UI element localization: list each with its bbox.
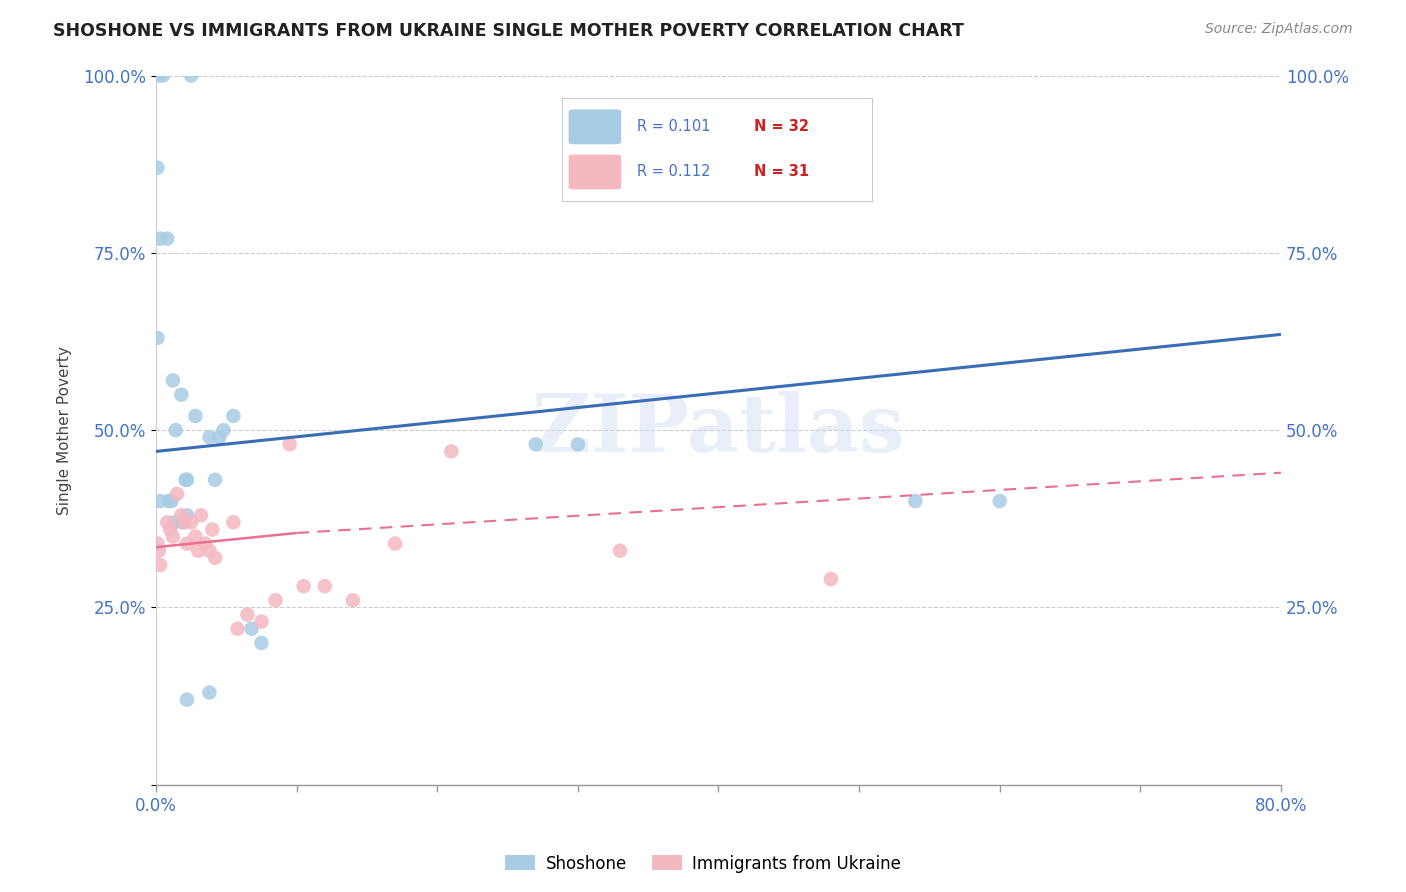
Point xyxy=(180,69,202,83)
Point xyxy=(201,523,224,537)
Text: R = 0.101: R = 0.101 xyxy=(637,120,710,135)
Point xyxy=(165,423,187,437)
Point xyxy=(176,536,198,550)
Point xyxy=(172,516,194,530)
Text: R = 0.112: R = 0.112 xyxy=(637,164,710,179)
Point xyxy=(384,536,406,550)
Point xyxy=(173,516,195,530)
Point xyxy=(250,615,273,629)
Point xyxy=(222,516,245,530)
Point xyxy=(278,437,301,451)
Point xyxy=(904,494,927,508)
Point xyxy=(176,508,198,523)
Point xyxy=(149,558,172,572)
Legend: Shoshone, Immigrants from Ukraine: Shoshone, Immigrants from Ukraine xyxy=(499,848,907,880)
Point xyxy=(176,692,198,706)
Point xyxy=(236,607,259,622)
Point xyxy=(148,543,170,558)
Point xyxy=(204,473,226,487)
Point xyxy=(222,409,245,423)
Point xyxy=(184,529,207,543)
Point xyxy=(212,423,235,437)
Point xyxy=(198,543,221,558)
Point xyxy=(170,387,193,401)
Point xyxy=(156,516,179,530)
Point xyxy=(292,579,315,593)
FancyBboxPatch shape xyxy=(568,110,621,145)
Point xyxy=(166,487,188,501)
Point xyxy=(194,536,217,550)
Point xyxy=(342,593,364,607)
Point xyxy=(609,543,631,558)
Point xyxy=(198,685,221,699)
Point xyxy=(988,494,1011,508)
Point xyxy=(157,494,180,508)
Point xyxy=(226,622,249,636)
Point xyxy=(146,536,169,550)
FancyBboxPatch shape xyxy=(568,154,621,189)
Text: N = 32: N = 32 xyxy=(754,120,810,135)
Point xyxy=(148,69,170,83)
Point xyxy=(314,579,336,593)
Point xyxy=(820,572,842,586)
Point xyxy=(156,232,179,246)
Point xyxy=(174,473,197,487)
Point xyxy=(440,444,463,458)
Point xyxy=(149,494,172,508)
Point xyxy=(264,593,287,607)
Point xyxy=(163,516,186,530)
Point xyxy=(162,374,184,388)
Point xyxy=(170,508,193,523)
Text: N = 31: N = 31 xyxy=(754,164,810,179)
Y-axis label: Single Mother Poverty: Single Mother Poverty xyxy=(58,346,72,515)
Point xyxy=(159,523,181,537)
Point xyxy=(180,516,202,530)
Point xyxy=(250,636,273,650)
Text: ZIPatlas: ZIPatlas xyxy=(533,391,904,469)
Point xyxy=(567,437,589,451)
Point xyxy=(204,550,226,565)
Point xyxy=(162,529,184,543)
Text: Source: ZipAtlas.com: Source: ZipAtlas.com xyxy=(1205,22,1353,37)
Point xyxy=(149,232,172,246)
Point xyxy=(160,494,183,508)
Point xyxy=(184,409,207,423)
Point xyxy=(524,437,547,451)
Text: SHOSHONE VS IMMIGRANTS FROM UKRAINE SINGLE MOTHER POVERTY CORRELATION CHART: SHOSHONE VS IMMIGRANTS FROM UKRAINE SING… xyxy=(53,22,965,40)
Point xyxy=(146,331,169,345)
Point xyxy=(187,543,209,558)
Point xyxy=(240,622,263,636)
Point xyxy=(208,430,231,444)
Point xyxy=(190,508,212,523)
Point xyxy=(176,473,198,487)
Point xyxy=(152,69,174,83)
Point xyxy=(198,430,221,444)
Point xyxy=(146,161,169,175)
